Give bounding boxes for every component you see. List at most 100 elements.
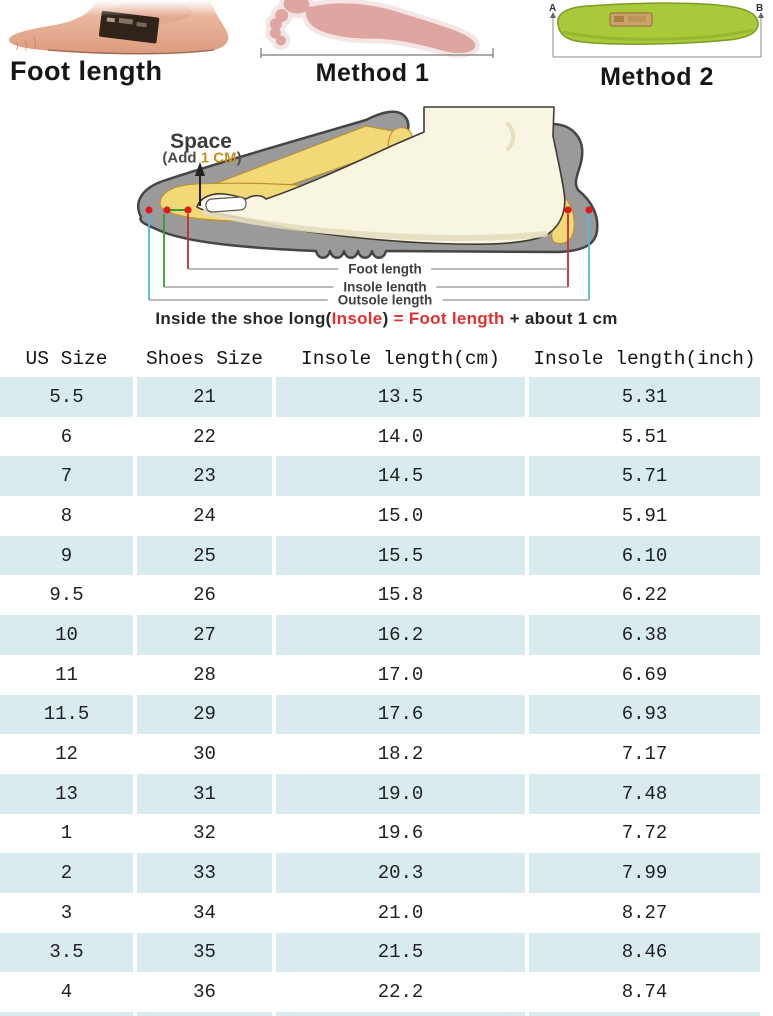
table-cell: 8.27 [529,892,760,933]
outsole-length-dim-label: Outsole length [327,292,443,308]
foot-length-dim-label: Foot length [338,261,432,277]
table-row: 9 25 15.5 6.10 [0,535,773,576]
table-cell: 4 [0,972,133,1012]
table-header-row: US Size Shoes Size Insole length(cm) Ins… [0,340,773,377]
table-cell: 28 [137,654,272,695]
table-row: 3.5 35 21.5 8.46 [0,932,773,973]
table-cell: 32 [137,813,272,854]
table-cell: 7.17 [529,734,760,774]
table-cell: 6.10 [529,535,760,576]
table-cell: 6.38 [529,615,760,655]
table-cell: 8 [0,496,133,536]
shoe-measurement-diagram: Space (Add 1 CM) Foot length Insole leng… [0,98,773,310]
table-cell: 7 [0,456,133,497]
table-row: 12 30 18.2 7.17 [0,734,773,774]
table-cell: 24 [137,496,272,536]
method1-label: Method 1 [315,59,430,87]
method2-label: Method 2 [600,63,714,91]
table-body: 5.5 21 13.5 5.31 6 22 14.0 5.51 7 23 14.… [0,377,773,1012]
table-cell: 2 [0,853,133,893]
table-cell: 14.0 [276,416,525,457]
table-cell: 15.5 [276,535,525,576]
table-cell: 3.5 [0,932,133,973]
table-row: 3 34 21.0 8.27 [0,892,773,933]
table-cell: 17.6 [276,694,525,735]
table-cell: 7.48 [529,773,760,814]
table-cell: 22 [137,416,272,457]
method1-figure: Method 1 [255,0,510,87]
table-row: 6 22 14.0 5.51 [0,416,773,457]
table-cell: 13.5 [276,377,525,417]
table-cell: 15.8 [276,575,525,616]
table-cell: 1 [0,813,133,854]
table-cell: 10 [0,615,133,655]
measuring-tape [98,10,160,44]
add-1cm-accent: 1 CM [200,149,237,167]
table-cell: 25 [137,535,272,576]
insole-tag [609,12,653,27]
table-cell: 5.71 [529,456,760,497]
table-cell: 18.2 [276,734,525,774]
table-cell: 15.0 [276,496,525,536]
table-cell: 5.31 [529,377,760,417]
table-cell: 7.72 [529,813,760,854]
point-b-label: B [756,3,763,14]
table-cell: 8.74 [529,972,760,1012]
shoe-cross-section-image [137,98,599,301]
table-cell: 21 [137,377,272,417]
table-cell: 3 [0,892,133,933]
method2-figure: A B Method 2 [548,0,773,91]
header-insole-cm: Insole length(cm) [276,340,525,377]
header-insole-inch: Insole length(inch) [529,340,760,377]
table-cell: 11 [0,654,133,695]
table-row: 4 36 22.2 8.74 [0,972,773,1012]
space-note: (Add 1 CM) [162,149,242,167]
table-cell: 20.3 [276,853,525,893]
table-row: 1 32 19.6 7.72 [0,813,773,854]
table-row: 10 27 16.2 6.38 [0,615,773,655]
table-cell: 19.0 [276,773,525,814]
table-cell: 36 [137,972,272,1012]
table-cell: 19.6 [276,813,525,854]
table-cell: 6 [0,416,133,457]
table-cell: 6.93 [529,694,760,735]
point-a-label: A [549,3,556,14]
table-cell: 16.2 [276,615,525,655]
table-cell: 9 [0,535,133,576]
table-cell: 14.5 [276,456,525,497]
table-cell: 12 [0,734,133,774]
table-cell: 6.69 [529,654,760,695]
table-cell: 11.5 [0,694,133,735]
table-cell: 17.0 [276,654,525,695]
table-row: 7 23 14.5 5.71 [0,456,773,497]
table-cell: 26 [137,575,272,616]
table-cell: 31 [137,773,272,814]
table-cell: 29 [137,694,272,735]
measure-bracket [552,18,762,58]
measure-line [260,48,494,58]
table-row: 13 31 19.0 7.48 [0,773,773,814]
table-cell: 5.51 [529,416,760,457]
table-cell: 5.5 [0,377,133,417]
table-cell: 21.0 [276,892,525,933]
table-cell: 33 [137,853,272,893]
table-cell: 34 [137,892,272,933]
foot-photo-image [0,0,240,55]
table-cell: 6.22 [529,575,760,616]
insole-image: A B [549,2,764,58]
foot-length-figure: Foot length [0,0,240,86]
table-row: 8 24 15.0 5.91 [0,496,773,536]
table-cell: 8.46 [529,932,760,973]
table-row: 9.5 26 15.8 6.22 [0,575,773,616]
space-label: Space [170,130,232,153]
table-row: 5.5 21 13.5 5.31 [0,377,773,417]
table-cell: 27 [137,615,272,655]
table-cell: 9.5 [0,575,133,616]
header-us-size: US Size [0,340,133,377]
footprint-image [260,0,494,58]
table-cell: 35 [137,932,272,973]
foot-length-label: Foot length [10,56,163,86]
table-cell: 13 [0,773,133,814]
table-cell: 5.91 [529,496,760,536]
